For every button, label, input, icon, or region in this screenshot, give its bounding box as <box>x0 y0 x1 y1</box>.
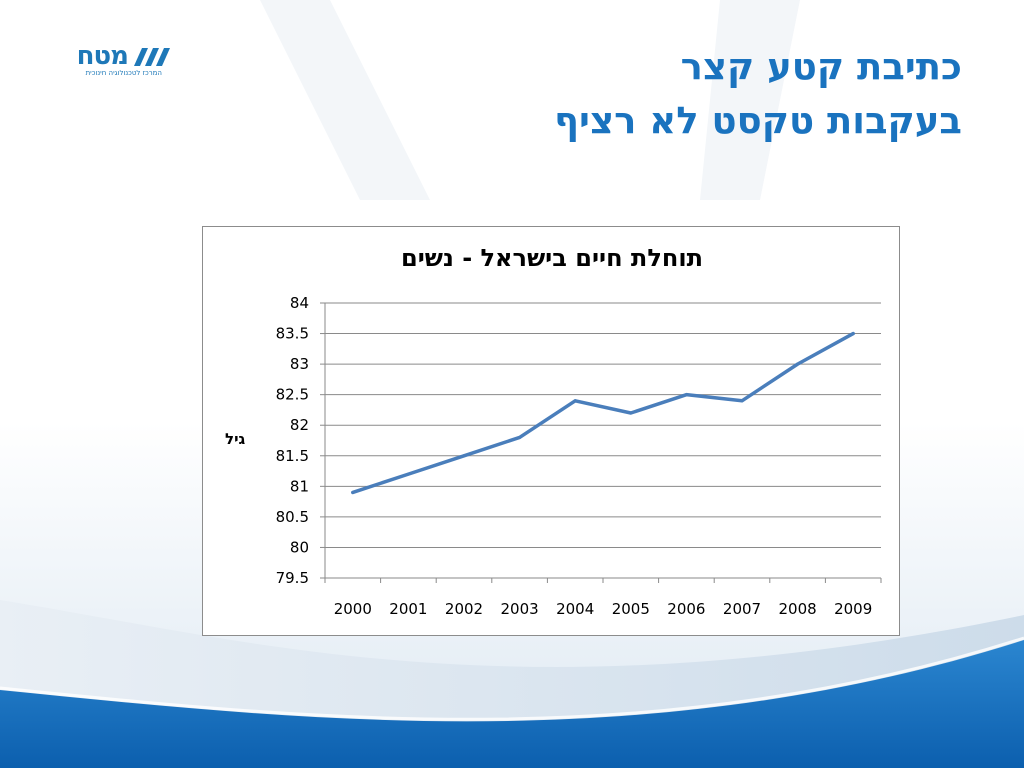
chart: תוחלת חיים בישראל - נשים גיל 79.5 80 80.5 8… <box>202 226 900 636</box>
y-tick-label: 80.5 <box>276 508 309 526</box>
x-tick-label: 2006 <box>667 600 705 618</box>
logo-stripes-icon <box>134 48 170 66</box>
data-point <box>629 411 633 415</box>
plot-area: 79.5 80 80.5 81 81.5 82 82.5 83 83.5 84 2000 2001 20… <box>276 294 882 618</box>
data-point <box>518 435 522 439</box>
y-tick-label: 83.5 <box>276 325 309 343</box>
y-tick-label: 84 <box>290 294 309 312</box>
series-line <box>351 331 855 495</box>
x-tick-label: 2007 <box>723 600 761 618</box>
x-tick-label: 2008 <box>779 600 817 618</box>
footer-wave <box>0 640 1024 768</box>
y-tick-label: 82 <box>290 416 309 434</box>
y-tick-label: 80 <box>290 538 309 556</box>
x-tick-label: 2003 <box>501 600 539 618</box>
x-tick-label: 2005 <box>612 600 650 618</box>
data-point <box>684 393 688 397</box>
data-point <box>851 332 855 336</box>
y-tick-label: 79.5 <box>276 569 309 587</box>
data-point <box>796 362 800 366</box>
y-tick-label: 81 <box>290 477 309 495</box>
chart-title: תוחלת חיים בישראל - נשים <box>401 244 703 272</box>
y-tick-label: 81.5 <box>276 447 309 465</box>
slide-title: כתיבת קטע קצר בעקבות טקסט לא רציף <box>262 40 962 148</box>
data-point <box>462 454 466 458</box>
x-tick-label: 2002 <box>445 600 483 618</box>
x-tick-label: 2001 <box>389 600 427 618</box>
x-tick-label: 2000 <box>334 600 372 618</box>
slide-title-line-2: בעקבות טקסט לא רציף <box>554 99 962 142</box>
data-point <box>406 472 410 476</box>
logo-tagline: המרכז לטכנולוגיה חינוכית <box>85 69 162 77</box>
slide-title-line-1: כתיבת קטע קצר <box>680 45 962 88</box>
y-axis-label: גיל <box>225 430 246 448</box>
data-point <box>740 399 744 403</box>
x-tick-label: 2009 <box>834 600 872 618</box>
logo-text: מטח <box>76 41 129 71</box>
x-tick-label: 2004 <box>556 600 594 618</box>
data-point <box>351 490 355 494</box>
logo: מטח המרכז לטכנולוגיה חינוכית <box>52 42 172 82</box>
y-tick-label: 83 <box>290 355 309 373</box>
data-point <box>573 399 577 403</box>
y-tick-label: 82.5 <box>276 386 309 404</box>
